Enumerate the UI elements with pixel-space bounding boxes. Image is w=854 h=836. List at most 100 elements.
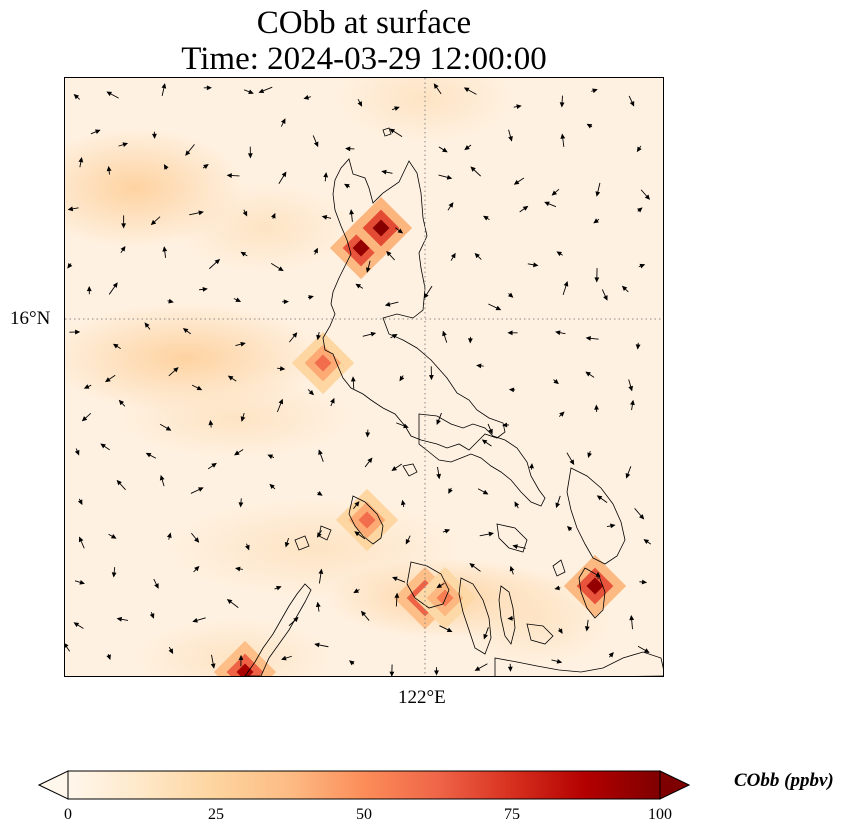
wind-arrow-head — [278, 266, 284, 272]
wind-arrow-head — [303, 95, 310, 100]
colorbar-extend-max — [659, 770, 691, 800]
wind-arrow-head — [488, 531, 495, 537]
wind-arrow-head — [522, 205, 529, 211]
wind-arrow-head — [482, 489, 489, 495]
wind-arrow-head — [152, 133, 157, 139]
wind-arrow-head — [227, 375, 234, 381]
hotspot-core — [352, 239, 370, 257]
wind-arrow-head — [182, 328, 189, 334]
wind-arrow-head — [150, 219, 157, 226]
coastline-small-4 — [552, 559, 566, 577]
wind-arrow-head — [79, 580, 85, 585]
wind-arrow-head — [394, 592, 400, 598]
hotspot-core — [314, 354, 332, 372]
wind-arrow-head — [238, 502, 244, 508]
wind-arrow-head — [436, 473, 442, 480]
wind-arrow-head — [555, 502, 561, 509]
wind-arrow-head — [514, 501, 520, 508]
wind-arrow-head — [625, 473, 631, 479]
wind-arrow-head — [283, 299, 289, 305]
wind-arrow-head — [206, 85, 212, 91]
wind-arrow-head — [355, 283, 362, 289]
hotspot-cells — [213, 196, 627, 676]
wind-arrow-head — [596, 495, 603, 501]
map-panel[interactable] — [64, 77, 664, 677]
wind-arrow-head — [529, 463, 534, 469]
wind-arrow-head — [106, 91, 112, 97]
wind-arrow-head — [392, 576, 398, 582]
wind-arrow-head — [488, 428, 493, 435]
wind-arrow-head — [308, 295, 314, 300]
wind-arrow-head — [317, 490, 323, 496]
wind-arrow-head — [629, 614, 635, 621]
coastline-small-1 — [382, 127, 392, 137]
wind-arrow-head — [65, 643, 69, 648]
wind-arrow-head — [198, 487, 204, 492]
wind-arrow-head — [353, 588, 359, 594]
wind-arrow-head — [630, 399, 635, 406]
map-canvas — [65, 78, 663, 676]
wind-arrow-head — [384, 301, 391, 307]
wind-arrow-head — [354, 501, 360, 507]
wind-arrow-head — [639, 514, 645, 520]
wind-arrow-head — [81, 416, 88, 422]
coastline-small-2 — [294, 535, 310, 551]
wind-arrow-head — [474, 666, 481, 671]
wind-arrow-head — [508, 387, 515, 393]
wind-arrow-head — [344, 183, 350, 189]
wind-arrow-head — [95, 129, 101, 134]
colorbar-extend-min — [37, 770, 69, 800]
wind-arrow-head — [482, 215, 489, 221]
wind-arrow-head — [508, 136, 513, 142]
wind-arrow-head — [628, 385, 633, 392]
wind-arrow-head — [120, 245, 126, 252]
wind-arrow-head — [495, 305, 502, 311]
wind-arrow-head — [483, 633, 488, 640]
colorbar — [37, 770, 691, 800]
wind-arrow-head — [240, 416, 246, 422]
wind-arrow-head — [585, 371, 591, 377]
wind-arrow-head — [67, 263, 73, 269]
wind-arrow-head — [405, 538, 411, 545]
wind-arrow-head — [436, 419, 441, 425]
wind-arrow-head — [507, 615, 513, 621]
hotspot-core — [236, 663, 254, 676]
wind-arrow-head — [100, 443, 106, 449]
wind-arrow-head — [168, 298, 174, 304]
wind-arrow-head — [292, 332, 298, 338]
wind-arrow-head — [399, 375, 405, 382]
wind-arrow-head — [269, 483, 275, 490]
wind-arrow-head — [321, 215, 328, 220]
wind-arrow-head — [247, 153, 253, 159]
wind-arrow-head — [481, 439, 488, 445]
wind-arrow-head — [584, 626, 590, 632]
wind-arrow-head — [192, 618, 198, 623]
wind-arrow-head — [77, 499, 83, 506]
wind-arrow-head — [639, 263, 646, 269]
wind-arrow-head — [556, 658, 563, 664]
wind-arrow-head — [370, 331, 377, 337]
wind-arrow-head — [448, 202, 454, 208]
wind-arrow-head — [74, 449, 80, 456]
wind-arrow-head — [318, 568, 324, 575]
wind-arrow-head — [118, 399, 125, 406]
wind-arrow-head — [621, 285, 628, 291]
wind-arrow-head — [86, 286, 92, 292]
wind-arrow-head — [391, 333, 398, 339]
wind-arrow-head — [556, 251, 563, 257]
colorbar-label: CObb (ppbv) — [734, 770, 834, 791]
wind-arrow-head — [594, 277, 600, 283]
wind-arrow-head — [116, 616, 123, 622]
wind-arrow-head — [173, 367, 179, 373]
wind-arrow-head — [644, 194, 651, 200]
wind-arrow-head — [507, 292, 514, 298]
coastline-cebu — [498, 585, 516, 645]
wind-arrow-head — [280, 118, 286, 124]
wind-arrow-head — [240, 251, 247, 257]
wind-arrow-head — [168, 648, 174, 655]
wind-arrow-head — [318, 449, 323, 456]
wind-arrow-head — [245, 544, 250, 551]
wind-arrow-head — [469, 563, 475, 569]
wind-arrow-head — [446, 174, 453, 180]
wind-arrow-head — [551, 190, 558, 196]
